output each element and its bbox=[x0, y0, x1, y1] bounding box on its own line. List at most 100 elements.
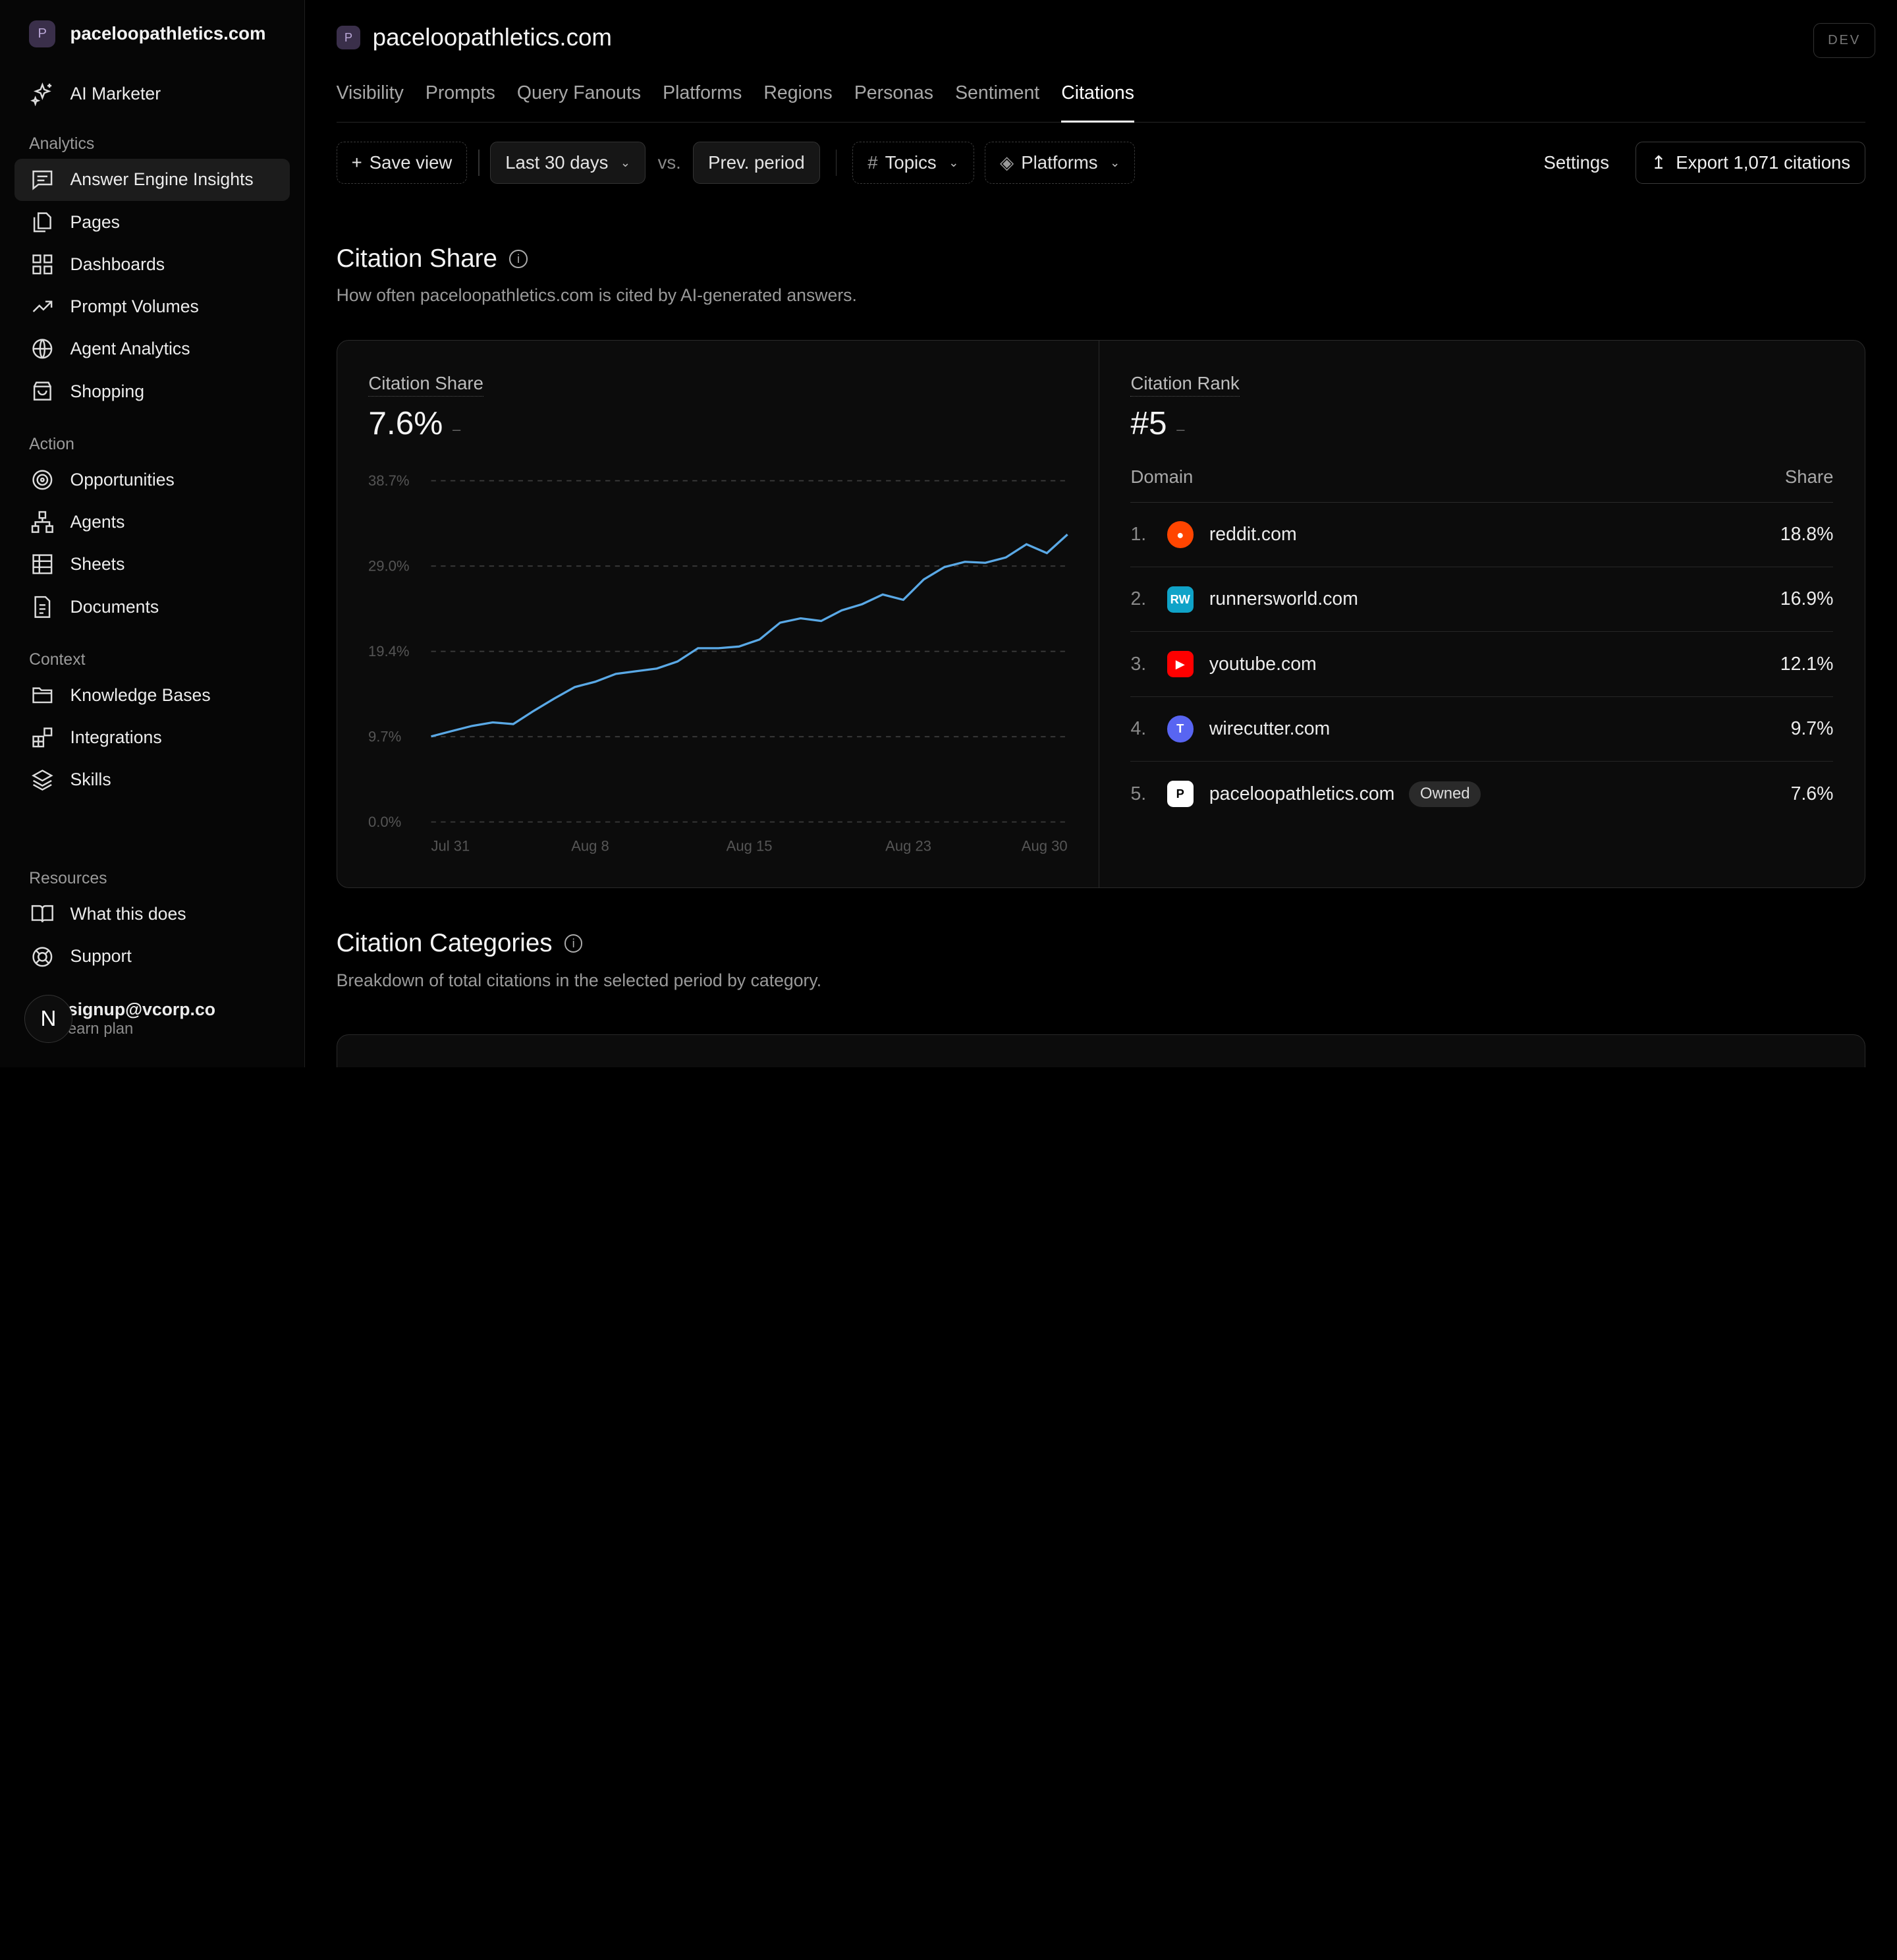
workspace-switcher[interactable]: P paceloopathletics.com bbox=[14, 0, 290, 68]
tab-personas[interactable]: Personas bbox=[854, 82, 934, 103]
sidebar-item-answer-engine-insights[interactable]: Answer Engine Insights bbox=[14, 158, 290, 201]
section-label-action: Action bbox=[29, 435, 74, 453]
categories-card bbox=[336, 1034, 1866, 1067]
rank-number: 4. bbox=[1130, 717, 1147, 739]
metric-delta: – bbox=[1176, 421, 1185, 438]
page-title: paceloopathletics.com bbox=[372, 23, 612, 51]
citation-share-chart: 38.7% 29.0% 19.4% 9.7% 0.0% Jul 31 Aug 8 Aug 15… bbox=[368, 472, 1069, 854]
tab-sentiment[interactable]: Sentiment bbox=[955, 82, 1040, 103]
grid-icon bbox=[29, 251, 55, 277]
sidebar-item-label: Prompt Volumes bbox=[70, 296, 199, 317]
citation-card: Citation Share 7.6% – 38.7% 29.0% 19.4% 9.7%… bbox=[336, 339, 1866, 888]
y-tick-label: 19.4% bbox=[368, 643, 409, 659]
sidebar-item-what-this-does[interactable]: What this does bbox=[14, 893, 290, 935]
blocks-icon bbox=[29, 724, 55, 750]
sidebar-item-label: Support bbox=[70, 946, 132, 966]
citation-rank-value: #5 bbox=[1130, 405, 1167, 442]
sidebar-item-label: Skills bbox=[70, 770, 111, 790]
sidebar-item-label: Opportunities bbox=[70, 469, 175, 490]
sidebar-item-support[interactable]: Support bbox=[14, 936, 290, 978]
citation-share-panel: Citation Share 7.6% – 38.7% 29.0% 19.4% 9.7%… bbox=[337, 340, 1099, 887]
export-button[interactable]: ↥ Export 1,071 citations bbox=[1636, 141, 1866, 184]
domain-name: reddit.com bbox=[1209, 524, 1297, 546]
workspace-name: paceloopathletics.com bbox=[70, 23, 266, 44]
metric-value: 7.6% – bbox=[368, 404, 1067, 442]
folder-icon bbox=[29, 682, 55, 708]
sidebar-item-label: Pages bbox=[70, 211, 121, 232]
sidebar-item-ai-marketer[interactable]: AI Marketer bbox=[14, 72, 290, 115]
tab-citations[interactable]: Citations bbox=[1061, 75, 1135, 124]
x-tick-label: Aug 23 bbox=[886, 838, 932, 854]
table-row[interactable]: 1. ● reddit.com 18.8% bbox=[1130, 503, 1834, 568]
sidebar-item-prompt-volumes[interactable]: Prompt Volumes bbox=[14, 285, 290, 327]
sidebar-item-label: What this does bbox=[70, 904, 186, 924]
date-range-select[interactable]: Last 30 days ⌄ bbox=[490, 141, 646, 184]
lifebuoy-icon bbox=[29, 943, 55, 970]
citation-share-heading: Citation Share bbox=[336, 244, 497, 273]
sidebar-item-agents[interactable]: Agents bbox=[14, 501, 290, 543]
topics-filter[interactable]: # Topics ⌄ bbox=[852, 141, 974, 184]
sidebar-item-agent-analytics[interactable]: Agent Analytics bbox=[14, 328, 290, 370]
domain-name: youtube.com bbox=[1209, 653, 1317, 675]
tab-query-fanouts[interactable]: Query Fanouts bbox=[516, 82, 642, 103]
sidebar-item-label: Sheets bbox=[70, 554, 125, 574]
export-label: Export 1,071 citations bbox=[1676, 152, 1851, 173]
tab-regions[interactable]: Regions bbox=[763, 82, 833, 103]
tab-platforms[interactable]: Platforms bbox=[663, 82, 742, 103]
user-menu[interactable]: N signup@vcorp.co earn plan bbox=[24, 994, 216, 1044]
y-tick-label: 9.7% bbox=[368, 729, 401, 745]
info-icon[interactable]: i bbox=[509, 250, 528, 268]
tab-bar: Visibility Prompts Query Fanouts Platforms R… bbox=[336, 75, 1866, 124]
plus-icon: + bbox=[351, 152, 362, 173]
save-view-button[interactable]: + Save view bbox=[336, 141, 468, 184]
sidebar-item-shopping[interactable]: Shopping bbox=[14, 370, 290, 412]
info-icon[interactable]: i bbox=[564, 934, 583, 953]
workspace-badge: P bbox=[29, 20, 56, 47]
favicon-icon: RW bbox=[1167, 586, 1194, 613]
sidebar-item-dashboards[interactable]: Dashboards bbox=[14, 243, 290, 285]
domain-name: runnersworld.com bbox=[1209, 588, 1358, 610]
tab-prompts[interactable]: Prompts bbox=[425, 82, 495, 103]
site-badge: P bbox=[336, 25, 361, 50]
column-share: Share bbox=[1784, 466, 1834, 487]
settings-button[interactable]: Settings bbox=[1543, 152, 1610, 173]
x-tick-label: Jul 31 bbox=[431, 838, 470, 854]
sidebar-item-skills[interactable]: Skills bbox=[14, 759, 290, 801]
table-row[interactable]: 3. ▶ youtube.com 12.1% bbox=[1130, 632, 1834, 697]
sidebar-item-documents[interactable]: Documents bbox=[14, 586, 290, 628]
platforms-filter[interactable]: ◈ Platforms ⌄ bbox=[985, 141, 1136, 184]
sidebar-item-opportunities[interactable]: Opportunities bbox=[14, 459, 290, 501]
topics-label: Topics bbox=[885, 152, 937, 173]
table-row[interactable]: 2. RW runnersworld.com 16.9% bbox=[1130, 567, 1834, 632]
user-email: signup@vcorp.co bbox=[67, 999, 216, 1020]
section-label-resources: Resources bbox=[29, 870, 107, 888]
citation-share-value: 7.6% bbox=[368, 405, 443, 442]
favicon-icon: T bbox=[1167, 715, 1194, 742]
sidebar-item-knowledge-bases[interactable]: Knowledge Bases bbox=[14, 674, 290, 716]
series-line bbox=[431, 534, 1069, 738]
rank-number: 2. bbox=[1130, 588, 1147, 610]
shopping-bag-icon bbox=[29, 378, 55, 405]
sidebar-item-label: Agents bbox=[70, 511, 125, 532]
share-value: 12.1% bbox=[1780, 653, 1834, 675]
save-view-label: Save view bbox=[369, 152, 453, 173]
sidebar-item-label: Dashboards bbox=[70, 254, 165, 274]
sidebar-item-sheets[interactable]: Sheets bbox=[14, 544, 290, 586]
citation-rank-panel: Citation Rank #5– Domain Share 1. ● reddit… bbox=[1099, 341, 1865, 887]
table-icon bbox=[29, 551, 55, 578]
y-tick-label: 38.7% bbox=[368, 472, 409, 489]
compare-period-select[interactable]: Prev. period bbox=[693, 141, 820, 184]
main-content: P paceloopathletics.com DEV Visibility Pr… bbox=[305, 0, 1897, 1067]
metric-label: Citation Rank bbox=[1130, 373, 1240, 397]
divider bbox=[478, 149, 480, 177]
sidebar-item-integrations[interactable]: Integrations bbox=[14, 716, 290, 758]
target-icon bbox=[29, 466, 55, 493]
rank-number: 3. bbox=[1130, 653, 1147, 675]
section-subtitle: How often paceloopathletics.com is cited… bbox=[336, 285, 857, 306]
share-value: 7.6% bbox=[1790, 783, 1834, 804]
sidebar-item-pages[interactable]: Pages bbox=[14, 201, 290, 243]
rank-number: 1. bbox=[1130, 524, 1147, 546]
tab-visibility[interactable]: Visibility bbox=[336, 82, 404, 103]
